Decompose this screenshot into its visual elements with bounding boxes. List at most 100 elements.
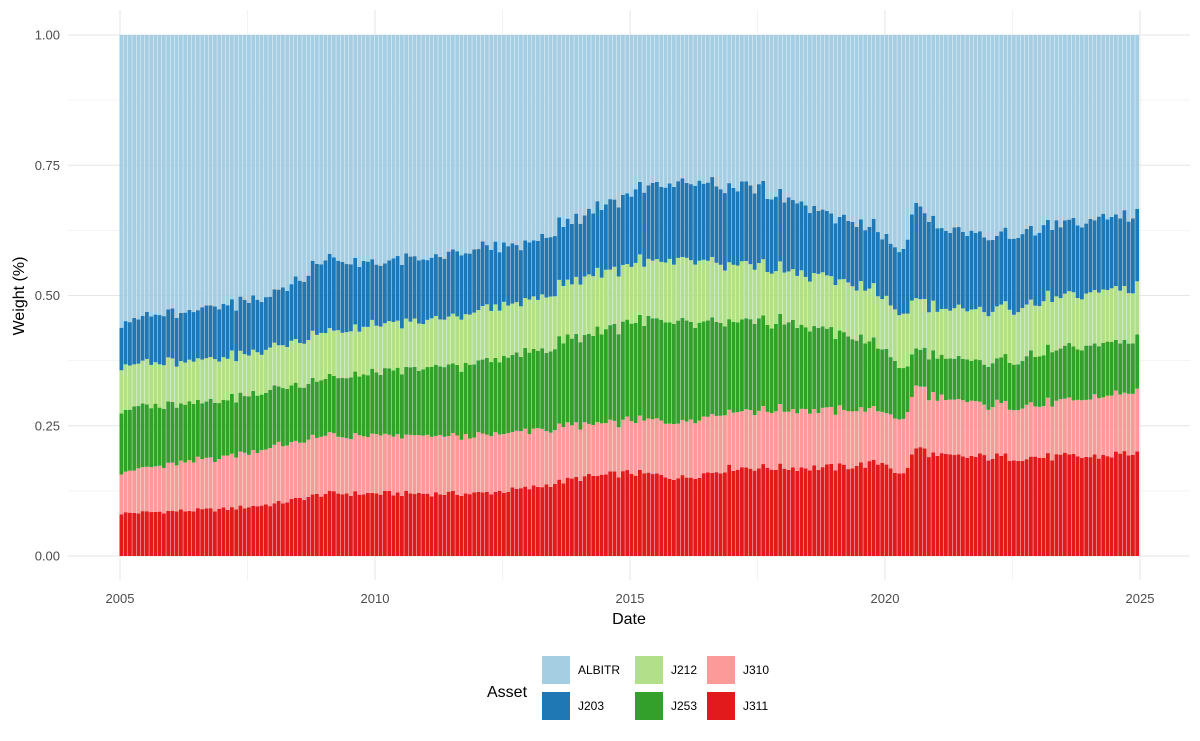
bar-j212 xyxy=(451,313,455,364)
bar-j311 xyxy=(306,496,311,556)
bar-j310 xyxy=(472,437,477,493)
bar-j212 xyxy=(1114,286,1118,340)
bar-j310 xyxy=(718,415,723,474)
bar-j310 xyxy=(361,436,366,495)
bar-j311 xyxy=(948,454,953,556)
bar-albitr xyxy=(659,35,664,187)
bar-albitr xyxy=(298,35,302,281)
bar-j253 xyxy=(434,364,438,436)
bar-albitr xyxy=(1122,35,1127,211)
bar-j311 xyxy=(1071,453,1076,556)
bar-j310 xyxy=(323,435,328,494)
bar-albitr xyxy=(684,35,689,183)
bar-j203 xyxy=(752,193,757,270)
bar-j310 xyxy=(901,418,906,474)
bar-j212 xyxy=(1058,298,1063,349)
bar-j310 xyxy=(812,409,817,466)
bar-j253 xyxy=(939,354,944,395)
bar-j253 xyxy=(1080,350,1084,401)
bar-albitr xyxy=(119,35,124,328)
bar-j253 xyxy=(179,403,183,461)
bar-j310 xyxy=(676,423,681,479)
bar-j311 xyxy=(939,453,944,556)
bar-j311 xyxy=(446,491,451,556)
bar-j212 xyxy=(880,299,885,350)
bar-j203 xyxy=(803,205,808,277)
bar-albitr xyxy=(1007,35,1012,239)
bar-albitr xyxy=(378,35,383,266)
bar-albitr xyxy=(327,35,332,254)
bar-j311 xyxy=(1075,456,1080,556)
bar-j253 xyxy=(846,336,851,412)
bar-j203 xyxy=(727,183,732,263)
bar-j253 xyxy=(740,319,744,412)
bar-j253 xyxy=(867,341,872,409)
bar-albitr xyxy=(591,35,596,214)
bar-j212 xyxy=(1122,286,1127,340)
bar-j203 xyxy=(302,281,307,344)
bar-j253 xyxy=(140,403,145,468)
bar-j203 xyxy=(1058,227,1063,299)
bar-albitr xyxy=(1126,35,1131,222)
bar-j311 xyxy=(744,467,749,556)
bar-j253 xyxy=(1007,362,1012,410)
bar-j212 xyxy=(731,264,736,322)
bar-j310 xyxy=(667,423,672,479)
bar-j212 xyxy=(893,309,897,361)
bar-j310 xyxy=(948,399,953,455)
bar-j310 xyxy=(774,411,778,470)
bar-j310 xyxy=(990,407,995,459)
bar-j203 xyxy=(123,321,128,365)
bar-j311 xyxy=(553,484,557,556)
bar-j253 xyxy=(757,318,761,411)
bar-j212 xyxy=(701,259,706,322)
bar-j310 xyxy=(357,435,362,495)
legend-label-j253: J253 xyxy=(671,699,697,713)
bar-j212 xyxy=(850,286,855,340)
bar-albitr xyxy=(693,35,698,186)
bar-j311 xyxy=(378,494,383,556)
bar-j253 xyxy=(965,359,970,403)
bar-j212 xyxy=(221,357,226,400)
bar-j311 xyxy=(149,512,154,556)
bar-j311 xyxy=(1084,456,1089,556)
bar-j310 xyxy=(570,425,574,479)
bar-j253 xyxy=(1029,350,1033,403)
bar-j203 xyxy=(187,309,192,360)
bar-j310 xyxy=(621,419,625,472)
bar-j203 xyxy=(1114,214,1118,287)
bar-j212 xyxy=(531,296,536,349)
bar-albitr xyxy=(1101,35,1106,214)
bar-j310 xyxy=(1097,398,1101,459)
bar-j212 xyxy=(230,350,234,394)
bar-j311 xyxy=(803,468,808,556)
bar-j203 xyxy=(927,221,931,313)
bar-j310 xyxy=(349,439,353,496)
bar-j212 xyxy=(621,264,625,322)
bar-j212 xyxy=(553,296,557,350)
bar-j212 xyxy=(281,345,285,389)
bar-j310 xyxy=(829,406,834,464)
bar-albitr xyxy=(425,35,430,261)
bar-j253 xyxy=(684,320,689,422)
bar-j203 xyxy=(922,213,927,299)
bar-j253 xyxy=(408,367,413,435)
bar-j212 xyxy=(128,365,132,410)
bar-j203 xyxy=(1109,216,1114,289)
bar-j203 xyxy=(706,182,710,261)
bar-j253 xyxy=(332,376,336,434)
bar-j310 xyxy=(446,436,451,492)
bar-j311 xyxy=(905,467,910,556)
bar-j311 xyxy=(1058,454,1063,556)
bar-j253 xyxy=(655,318,659,419)
bar-j212 xyxy=(370,319,375,369)
bar-j203 xyxy=(540,233,545,295)
bar-j203 xyxy=(1131,218,1135,294)
bar-j310 xyxy=(434,435,438,493)
bar-albitr xyxy=(672,35,676,188)
bar-j311 xyxy=(323,493,328,556)
bar-j212 xyxy=(740,261,744,320)
bar-j253 xyxy=(234,402,239,458)
bar-j311 xyxy=(1046,453,1050,556)
bar-j311 xyxy=(582,476,587,556)
